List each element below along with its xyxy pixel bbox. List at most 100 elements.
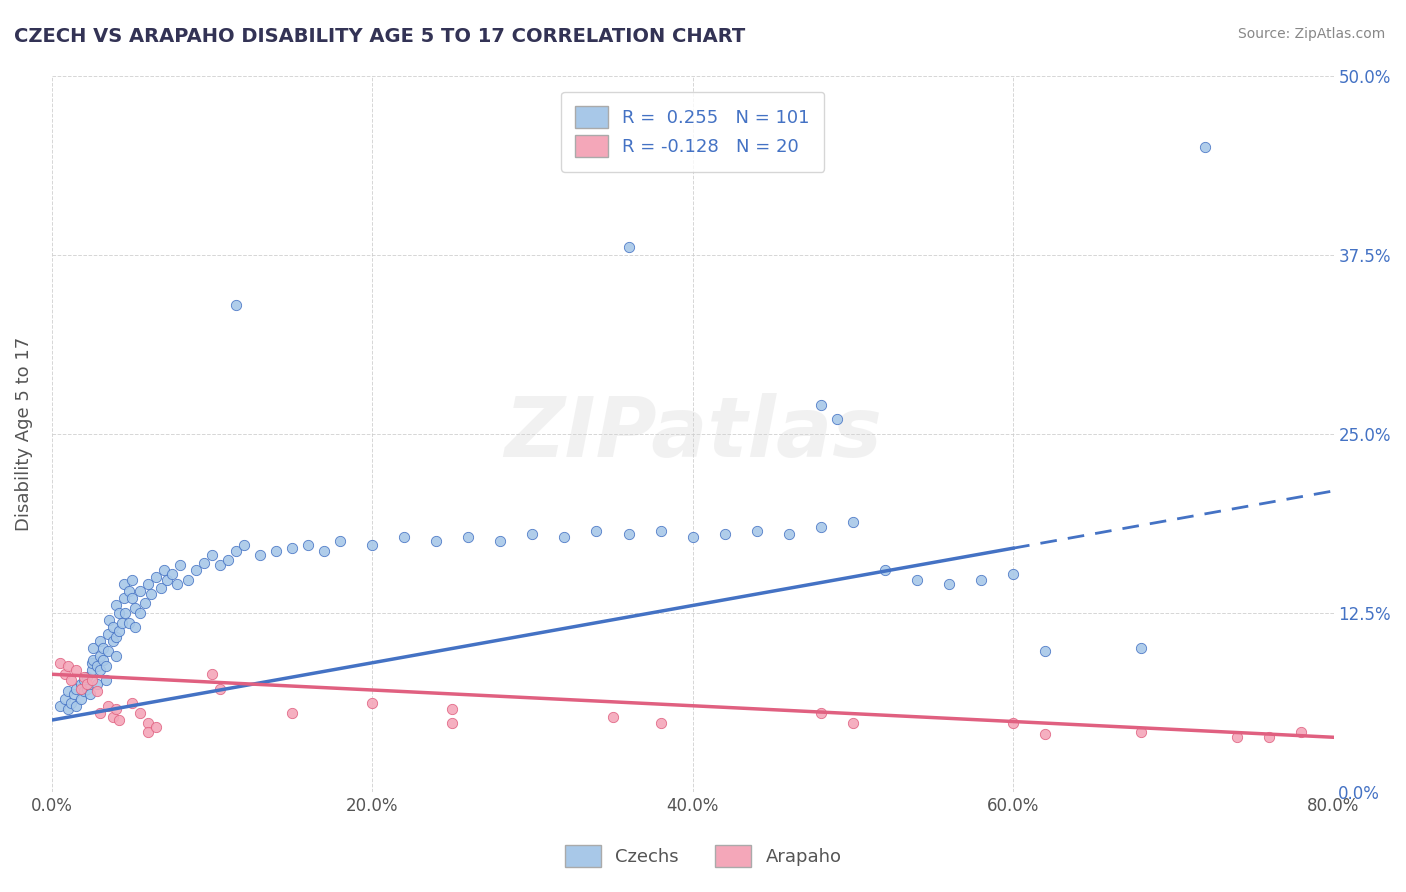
- Point: [101, 620, 124, 634]
- Point: [104, 599, 127, 613]
- Point: [249, 549, 271, 563]
- Point: [89, 706, 111, 720]
- Point: [80, 656, 103, 670]
- Point: [153, 563, 176, 577]
- Point: [63, 687, 86, 701]
- Point: [86, 684, 108, 698]
- Point: [842, 715, 865, 730]
- Point: [281, 541, 304, 556]
- Point: [873, 563, 896, 577]
- Point: [65, 681, 87, 696]
- Point: [104, 648, 127, 663]
- Point: [1194, 140, 1216, 154]
- Point: [233, 538, 256, 552]
- Point: [136, 715, 159, 730]
- Point: [441, 701, 464, 715]
- Point: [108, 713, 131, 727]
- Point: [79, 687, 101, 701]
- Point: [96, 673, 118, 687]
- Point: [108, 624, 131, 639]
- Point: [98, 613, 121, 627]
- Point: [49, 698, 72, 713]
- Point: [297, 538, 319, 552]
- Point: [114, 606, 136, 620]
- Point: [112, 591, 135, 606]
- Point: [149, 582, 172, 596]
- Point: [108, 606, 131, 620]
- Point: [225, 298, 247, 312]
- Point: [553, 530, 575, 544]
- Point: [617, 527, 640, 541]
- Point: [118, 584, 141, 599]
- Point: [457, 530, 479, 544]
- Point: [1130, 641, 1153, 656]
- Point: [121, 591, 143, 606]
- Point: [169, 558, 191, 573]
- Legend: R =  0.255   N = 101, R = -0.128   N = 20: R = 0.255 N = 101, R = -0.128 N = 20: [561, 92, 824, 172]
- Point: [86, 677, 108, 691]
- Point: [96, 658, 118, 673]
- Point: [76, 681, 98, 696]
- Point: [56, 658, 79, 673]
- Point: [104, 701, 127, 715]
- Point: [842, 516, 865, 530]
- Point: [184, 563, 207, 577]
- Point: [810, 519, 832, 533]
- Point: [53, 691, 76, 706]
- Point: [825, 412, 848, 426]
- Point: [201, 667, 224, 681]
- Point: [139, 587, 162, 601]
- Text: Source: ZipAtlas.com: Source: ZipAtlas.com: [1237, 27, 1385, 41]
- Point: [82, 641, 104, 656]
- Point: [65, 663, 87, 677]
- Point: [73, 684, 96, 698]
- Point: [124, 601, 146, 615]
- Point: [104, 630, 127, 644]
- Point: [80, 663, 103, 677]
- Point: [650, 715, 672, 730]
- Point: [82, 653, 104, 667]
- Point: [745, 524, 768, 538]
- Point: [682, 530, 704, 544]
- Point: [134, 596, 156, 610]
- Point: [329, 534, 352, 549]
- Y-axis label: Disability Age 5 to 17: Disability Age 5 to 17: [15, 336, 32, 531]
- Point: [89, 648, 111, 663]
- Point: [121, 573, 143, 587]
- Point: [69, 691, 91, 706]
- Point: [69, 681, 91, 696]
- Point: [264, 544, 287, 558]
- Point: [1291, 724, 1313, 739]
- Point: [441, 715, 464, 730]
- Point: [225, 544, 247, 558]
- Point: [1002, 566, 1025, 581]
- Point: [56, 701, 79, 715]
- Point: [89, 663, 111, 677]
- Point: [489, 534, 512, 549]
- Point: [361, 538, 384, 552]
- Point: [281, 706, 304, 720]
- Point: [201, 549, 224, 563]
- Point: [585, 524, 607, 538]
- Point: [121, 696, 143, 710]
- Point: [1226, 731, 1249, 745]
- Point: [361, 696, 384, 710]
- Point: [425, 534, 447, 549]
- Point: [73, 673, 96, 687]
- Point: [76, 670, 98, 684]
- Point: [89, 634, 111, 648]
- Point: [136, 577, 159, 591]
- Point: [73, 670, 96, 684]
- Point: [65, 698, 87, 713]
- Point: [91, 641, 114, 656]
- Text: CZECH VS ARAPAHO DISABILITY AGE 5 TO 17 CORRELATION CHART: CZECH VS ARAPAHO DISABILITY AGE 5 TO 17 …: [14, 27, 745, 45]
- Point: [136, 724, 159, 739]
- Point: [145, 720, 167, 734]
- Point: [86, 658, 108, 673]
- Point: [49, 656, 72, 670]
- Point: [145, 570, 167, 584]
- Point: [208, 681, 231, 696]
- Point: [938, 577, 960, 591]
- Point: [56, 684, 79, 698]
- Point: [128, 584, 150, 599]
